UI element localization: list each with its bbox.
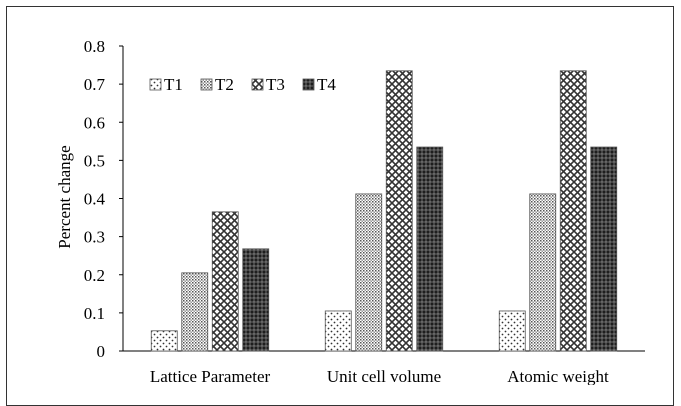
bar-t2-1 — [181, 272, 209, 352]
bar-t4-1 — [242, 248, 270, 352]
x-tick-label: Unit cell volume — [327, 367, 441, 385]
y-tick-label: 0.5 — [84, 151, 105, 170]
legend: T1 T2 T3 T4 — [149, 75, 336, 94]
bar-t3-3 — [559, 70, 587, 352]
bar-chart: Percent change 0 0.1 0.2 0.3 0.4 0.5 0.6 0.7 0.8… — [55, 37, 645, 385]
bar-t1-1 — [150, 330, 178, 352]
y-tick-label: 0.6 — [84, 113, 105, 132]
legend-swatch — [251, 78, 264, 91]
x-axis: Lattice Parameter Unit cell volume Atomic … — [123, 350, 645, 385]
legend-item-t3: T3 — [251, 75, 285, 94]
y-tick-label: 0.1 — [84, 304, 105, 323]
legend-item-t2: T2 — [200, 75, 234, 94]
y-tick-label: 0.8 — [84, 37, 105, 56]
legend-label: T4 — [317, 75, 336, 94]
bar-t1-2 — [324, 310, 352, 352]
bars — [150, 70, 618, 352]
bar-t4-3 — [590, 146, 618, 352]
legend-label: T1 — [164, 75, 183, 94]
bar-t1-3 — [498, 310, 526, 352]
bar-t3-1 — [211, 211, 239, 352]
y-tick-label: 0.4 — [84, 190, 106, 209]
bar-t4-2 — [416, 146, 444, 352]
bar-t3-2 — [385, 70, 413, 352]
y-tick-label: 0.2 — [84, 266, 105, 285]
legend-item-t1: T1 — [149, 75, 183, 94]
legend-label: T2 — [215, 75, 234, 94]
y-tick-label: 0 — [97, 342, 106, 361]
legend-swatch — [200, 78, 213, 91]
legend-swatch — [302, 78, 315, 91]
legend-swatch — [149, 78, 162, 91]
y-tick-label: 0.7 — [84, 75, 106, 94]
x-tick-label: Atomic weight — [507, 367, 609, 385]
y-axis-label: Percent change — [55, 145, 74, 248]
bar-t2-3 — [529, 193, 557, 352]
y-axis: 0 0.1 0.2 0.3 0.4 0.5 0.6 0.7 0.8 — [84, 37, 124, 361]
bar-t2-2 — [355, 193, 383, 352]
x-tick-label: Lattice Parameter — [150, 367, 271, 385]
legend-item-t4: T4 — [302, 75, 336, 94]
y-tick-label: 0.3 — [84, 228, 105, 247]
legend-label: T3 — [266, 75, 285, 94]
